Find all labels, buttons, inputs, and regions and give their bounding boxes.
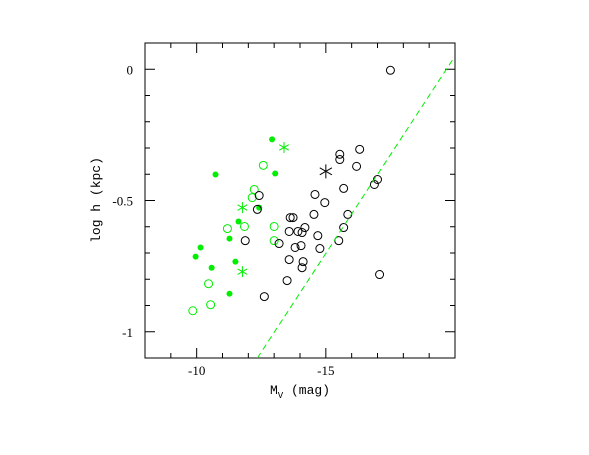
open-point (297, 228, 307, 238)
open-point (296, 241, 306, 251)
open-point (315, 244, 325, 254)
y-tick-label: -1 (122, 325, 133, 340)
filled-point (192, 253, 199, 260)
open-point (252, 204, 262, 214)
x-tick-label: -10 (188, 363, 205, 378)
asterisk-point (237, 266, 248, 278)
open-point (282, 276, 292, 286)
open-point (284, 226, 294, 236)
open-point (373, 175, 382, 184)
open-point (259, 292, 269, 302)
y-tick-label: 0 (127, 62, 134, 77)
open-point (188, 306, 198, 316)
open-point (239, 221, 249, 231)
filled-point (269, 136, 276, 143)
asterisk-arm (237, 268, 248, 275)
open-point (293, 226, 303, 236)
asterisk-point (319, 164, 333, 179)
plot-frame (144, 42, 456, 359)
open-point (352, 161, 362, 171)
open-point (240, 236, 250, 246)
open-point (269, 221, 279, 231)
open-point (297, 263, 307, 273)
open-point (288, 213, 298, 223)
asterisk-arm (319, 167, 333, 176)
y-tick-label: -0.5 (112, 194, 133, 209)
filled-point (272, 170, 279, 177)
open-point (249, 184, 259, 194)
x-label-sub: V (278, 391, 284, 401)
open-point (369, 179, 379, 189)
y-axis-label: log h (kpc) (89, 157, 104, 243)
open-point (258, 160, 268, 170)
x-axis-label: MV (mag) (270, 383, 330, 401)
open-point (285, 213, 295, 223)
open-point (385, 65, 395, 75)
open-point (375, 270, 385, 280)
open-point (309, 209, 319, 219)
open-point (339, 183, 349, 193)
open-point (222, 224, 232, 234)
open-point (247, 193, 257, 203)
x-label-unit: (mag) (283, 383, 330, 398)
open-point (298, 257, 308, 267)
filled-point (256, 204, 263, 211)
filled-point (208, 264, 215, 271)
open-point (290, 242, 300, 252)
open-point (300, 223, 310, 233)
filled-point (226, 235, 233, 242)
asterisk-point (278, 141, 289, 153)
filled-point (232, 258, 239, 265)
filled-point (197, 244, 204, 251)
open-point (204, 279, 214, 289)
filled-point (212, 171, 219, 178)
open-point (269, 236, 279, 246)
open-point (313, 231, 323, 241)
asterisk-point (237, 202, 248, 214)
asterisk-arm (237, 204, 248, 211)
open-point (343, 209, 353, 219)
open-point (339, 223, 349, 233)
x-tick-label: -15 (317, 363, 334, 378)
x-label-main: M (270, 383, 278, 398)
filled-point (235, 218, 242, 225)
open-point (335, 155, 345, 165)
open-point (284, 255, 294, 265)
open-point (355, 144, 365, 154)
open-point (310, 189, 320, 199)
open-point (274, 239, 284, 249)
open-point (254, 191, 264, 201)
filled-point (226, 290, 233, 297)
open-point (206, 300, 216, 310)
fit-line (256, 59, 454, 359)
open-point (320, 198, 330, 208)
open-point (335, 149, 345, 159)
asterisk-arm (278, 144, 289, 151)
